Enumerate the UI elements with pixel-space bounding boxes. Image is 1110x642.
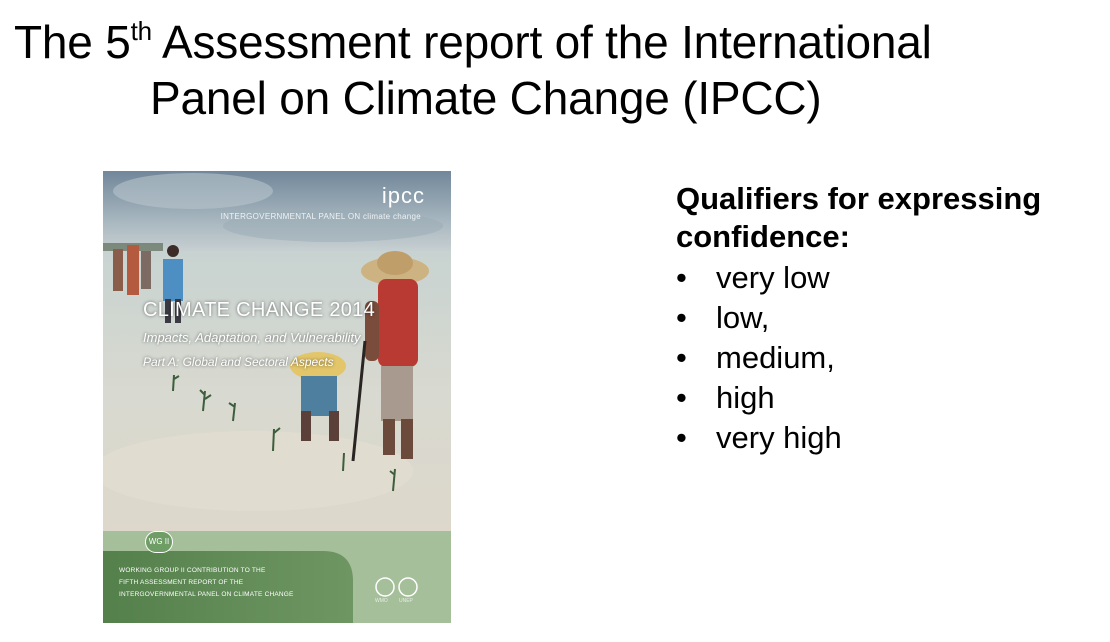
title-line-2: Panel on Climate Change (IPCC) (150, 72, 822, 124)
bullet-icon: • (676, 340, 687, 375)
list-item: • high (676, 378, 842, 418)
qualifiers-list: • very low • low, • medium, • high • very hig… (676, 258, 842, 458)
cover-main-title: CLIMATE CHANGE 2014 (143, 299, 376, 321)
list-item: • low, (676, 298, 842, 338)
contribution-line-2: FIFTH ASSESSMENT REPORT OF THE (119, 579, 244, 586)
qualifiers-heading: Qualifiers for expressing confidence: (676, 181, 1042, 254)
qualifier-label: high (716, 380, 775, 415)
unep-logo: UNEP (399, 598, 413, 604)
ordinal-superscript: th (130, 16, 152, 46)
contribution-line-1: WORKING GROUP II CONTRIBUTION TO THE (119, 567, 266, 574)
qualifier-label: very low (716, 260, 830, 295)
list-item: • very low (676, 258, 842, 298)
bullet-icon: • (676, 260, 687, 295)
qualifier-label: low, (716, 300, 770, 335)
cover-part: Part A: Global and Sectoral Aspects (143, 355, 334, 369)
list-item: • very high (676, 418, 842, 458)
bullet-icon: • (676, 420, 687, 455)
title-line-1: The 5th Assessment report of the Interna… (14, 16, 932, 68)
cover-subtitle: Impacts, Adaptation, and Vulnerability (143, 330, 361, 345)
wg-badge: WG II (145, 531, 173, 553)
bullet-icon: • (676, 380, 687, 415)
qualifier-label: medium, (716, 340, 835, 375)
contribution-line-3: INTERGOVERNMENTAL PANEL ON CLIMATE CHANG… (119, 591, 294, 598)
ipcc-logo: ipcc (381, 183, 425, 208)
bullet-icon: • (676, 300, 687, 335)
ipcc-org-name: INTERGOVERNMENTAL PANEL ON climate chang… (220, 212, 421, 221)
qualifier-label: very high (716, 420, 842, 455)
cover-photo (103, 171, 451, 623)
report-cover-image: ipcc INTERGOVERNMENTAL PANEL ON climate … (103, 171, 451, 623)
list-item: • medium, (676, 338, 842, 378)
wmo-logo: WMO (375, 598, 388, 604)
